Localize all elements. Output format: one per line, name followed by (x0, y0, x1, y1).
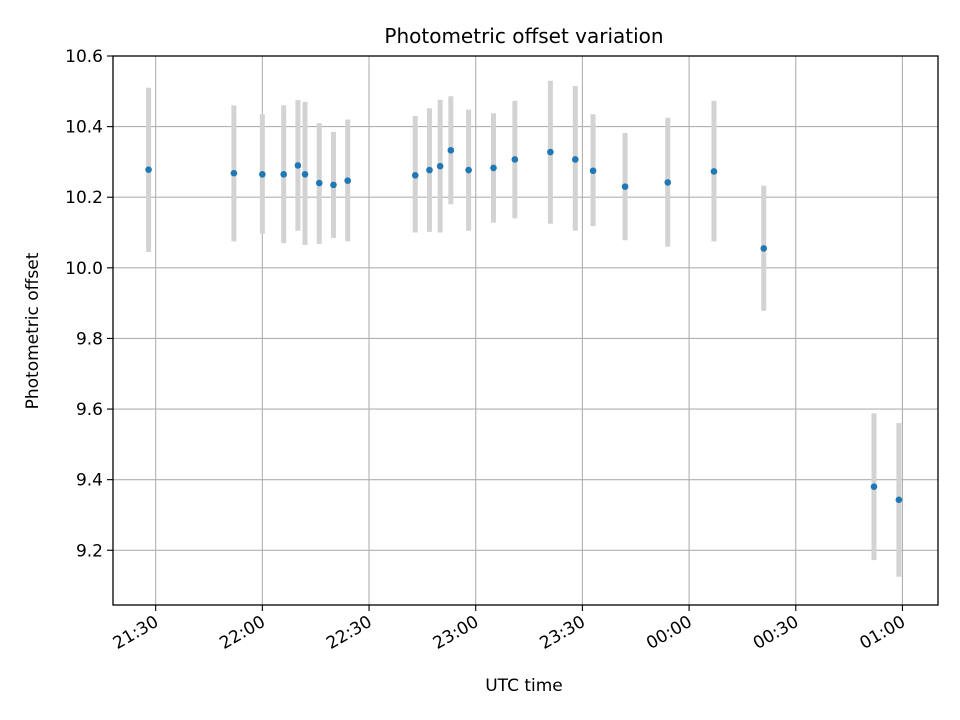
data-point (571, 156, 579, 163)
data-point (465, 166, 472, 174)
data-point (294, 162, 302, 169)
data-point (447, 146, 455, 154)
y-tick-label: 9.8 (76, 329, 103, 349)
chart-title: Photometric offset variation (384, 24, 663, 48)
data-point (344, 177, 351, 184)
data-point (870, 483, 878, 491)
data-point (426, 166, 433, 174)
y-tick-label: 10.4 (65, 118, 103, 138)
y-tick-label: 9.4 (76, 471, 103, 491)
data-point (411, 172, 419, 179)
data-point (436, 162, 444, 170)
data-point (511, 156, 519, 163)
data-point (589, 167, 597, 175)
data-point (301, 170, 309, 178)
y-tick-label: 10.2 (65, 188, 103, 208)
grid (113, 55, 938, 605)
data-point (230, 169, 238, 177)
data-point (760, 245, 768, 252)
data-point (547, 148, 554, 156)
y-axis-label: Photometric offset (23, 252, 43, 409)
data-point (621, 183, 629, 190)
data-point (259, 170, 266, 178)
y-tick-label: 9.6 (76, 400, 103, 420)
data-point (280, 170, 287, 178)
y-tick-label: 9.2 (76, 541, 103, 561)
data-point (664, 179, 672, 186)
data-point (315, 179, 323, 187)
y-axis: 9.2 9.4 9.6 9.8 10.0 10.2 10.4 10.6 (65, 47, 113, 561)
data-point (710, 168, 718, 175)
data-points (145, 146, 903, 504)
data-point (490, 164, 497, 172)
data-point (330, 181, 337, 189)
y-tick-label: 10.0 (65, 259, 103, 279)
x-axis-label: UTC time (485, 676, 563, 696)
data-point (895, 496, 903, 504)
plot-frame (112, 55, 939, 606)
y-tick-label: 10.6 (65, 47, 103, 67)
data-point (145, 166, 152, 173)
